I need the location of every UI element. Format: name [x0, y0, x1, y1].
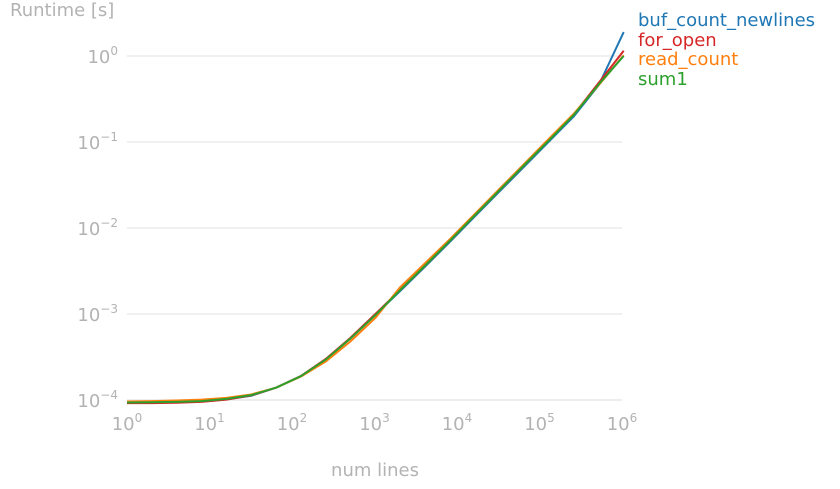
y-axis-title: Runtime [s] [10, 0, 114, 21]
series-lines [126, 31, 625, 405]
x-tick-label: 100 [112, 411, 143, 435]
legend-item-for-open: for_open [638, 30, 717, 51]
y-tick-label: 10−2 [77, 216, 118, 240]
gridlines [127, 55, 622, 401]
y-tick-label: 10−4 [77, 388, 118, 412]
series-line-for-open [127, 50, 625, 405]
series-line-read-count [126, 54, 625, 403]
series-line-buf-count-newlines [127, 31, 625, 404]
x-tick-label: 103 [359, 411, 390, 435]
x-tick-label: 105 [524, 411, 555, 435]
y-tick-label: 100 [87, 44, 118, 68]
y-tick-label: 10−1 [77, 130, 118, 154]
x-tick-label: 101 [194, 411, 225, 435]
legend-item-sum1: sum1 [638, 69, 688, 90]
x-tick-labels: 100 101 102 103 104 105 106 [112, 411, 638, 435]
x-tick-label: 106 [607, 411, 638, 435]
series-line-sum1 [126, 55, 625, 404]
legend-item-buf-count-newlines: buf_count_newlines [638, 10, 815, 31]
x-tick-label: 102 [277, 411, 308, 435]
legend-item-read-count: read_count [638, 49, 738, 70]
x-axis-title: num lines [331, 460, 419, 481]
y-tick-label: 10−3 [77, 302, 118, 326]
y-tick-labels: 100 10−1 10−2 10−3 10−4 [77, 44, 118, 412]
x-tick-label: 104 [442, 411, 473, 435]
